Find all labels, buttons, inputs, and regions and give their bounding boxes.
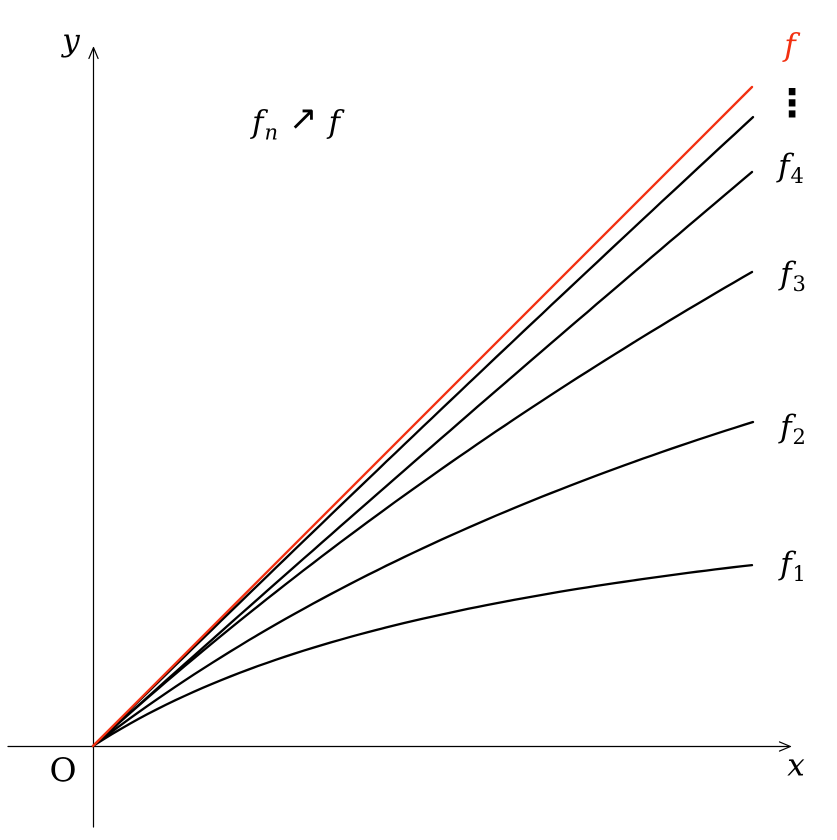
y-axis-label: y [62, 22, 80, 59]
x-axis-arrowhead [778, 741, 792, 752]
f1-curve-label: f1 [780, 545, 806, 587]
curve-f3 [91, 270, 754, 748]
x-axis-label: x [787, 747, 805, 784]
f2-curve-label: f2 [780, 408, 806, 450]
annotation-fn-subscript: n [264, 120, 279, 145]
curve-f4 [91, 170, 754, 748]
y-axis-arrowhead [88, 46, 99, 60]
f4-subscript: 4 [790, 164, 804, 189]
curve-f2 [91, 420, 755, 748]
curve-f1 [91, 563, 754, 748]
f3-subscript: 3 [792, 272, 806, 297]
annotation-limit-f: f [328, 104, 340, 141]
f2-subscript: 2 [792, 425, 806, 450]
convergence-annotation: fn ↗ f [252, 101, 340, 145]
annotation-fn: f [252, 104, 264, 141]
nearrow-icon: ↗ [289, 98, 318, 139]
curve-f-dots [91, 115, 755, 748]
limit-function-label: f [784, 27, 796, 64]
f4-curve-label: f4 [778, 147, 804, 189]
f1-subscript: 1 [792, 562, 806, 587]
origin-label: O [49, 750, 77, 790]
curve-f [91, 85, 754, 748]
f3-curve-label: f3 [780, 255, 806, 297]
curves-group [91, 85, 755, 748]
vdots-icon: ⋮ [773, 81, 811, 125]
